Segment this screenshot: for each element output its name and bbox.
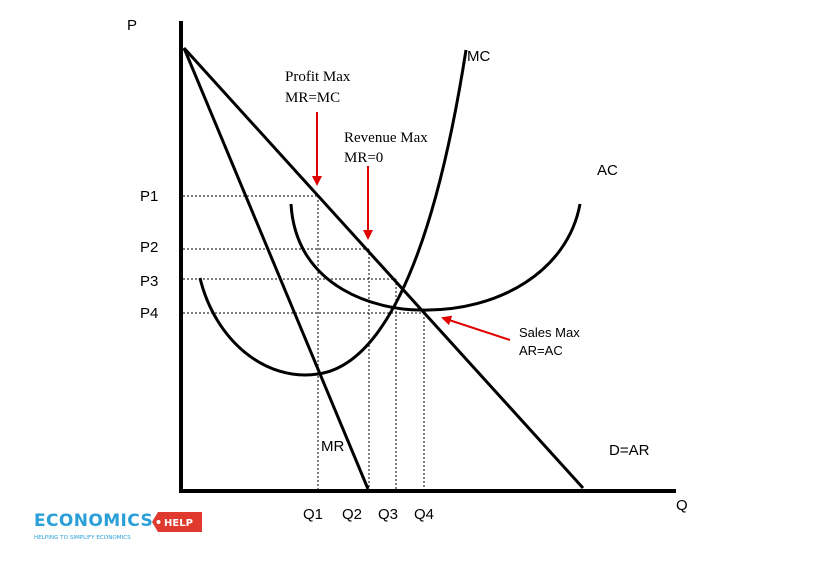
price-guides [183,195,424,314]
q4-label: Q4 [414,506,434,523]
mr-curve [182,47,370,490]
quantity-guides [317,196,425,489]
y-axis-label: P [127,17,137,34]
ac-curve [289,203,582,312]
demand-label: D=AR [609,442,650,459]
profit-max-title: Profit Max [285,69,351,85]
mc-label: MC [467,48,490,65]
sales-max-title: Sales Max [519,325,580,340]
revenue-max-condition: MR=0 [344,150,383,166]
revenue-max-title: Revenue Max [344,130,428,146]
logo-tagline: HELPING TO SIMPLIFY ECONOMICS [34,535,131,541]
q3-label: Q3 [378,506,398,523]
sales-max-arrow [441,315,511,341]
p3-label: P3 [140,273,158,290]
demand-curve [182,46,585,490]
q1-label: Q1 [303,506,323,523]
p2-label: P2 [140,239,158,256]
logo-help-badge [152,512,202,532]
q2-label: Q2 [342,506,362,523]
p1-label: P1 [140,188,158,205]
profit-max-condition: MR=MC [285,90,340,106]
mc-curve [198,49,468,377]
logo-word: ECONOMICS [34,511,153,531]
logo-badge-hole-icon [156,520,161,524]
logo-help-text: HELP [164,518,193,529]
sales-max-condition: AR=AC [519,343,563,358]
p4-label: P4 [140,305,158,322]
ac-label: AC [597,162,618,179]
mr-label: MR [321,438,344,455]
x-axis-label: Q [676,497,688,514]
economics-help-logo: ECONOMICS HELP HELPING TO SIMPLIFY ECONO… [34,511,202,541]
